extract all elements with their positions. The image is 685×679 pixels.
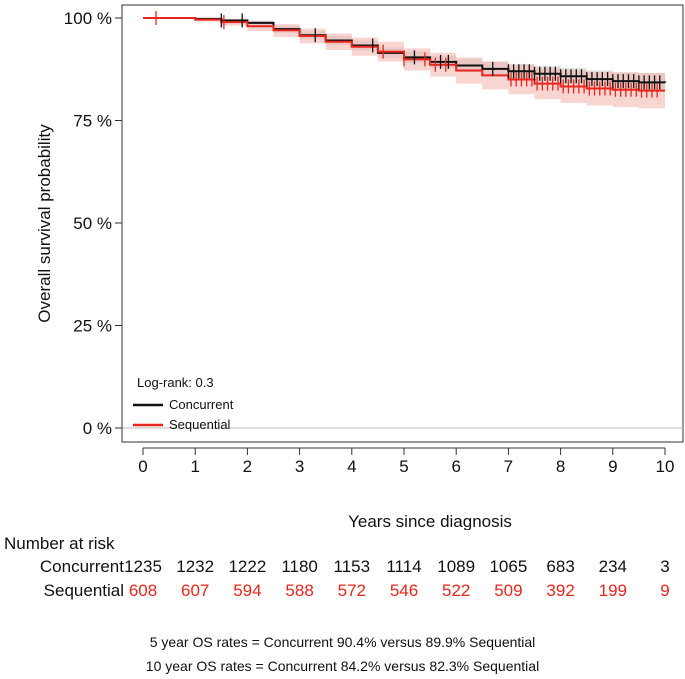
x-tick-label: 0 [138,457,147,476]
legend: Concurrent Sequential [133,397,234,432]
risk-value-sequential: 546 [389,581,419,600]
y-tick-label: 50 % [73,214,112,233]
x-tick-label: 8 [556,457,565,476]
risk-value-sequential: 607 [181,581,210,600]
risk-table-title: Number at risk [4,534,115,553]
risk-value-sequential: 9 [660,581,670,600]
x-tick-label: 3 [295,457,304,476]
x-tick-label: 5 [399,457,408,476]
risk-value-concurrent: 1180 [281,557,318,576]
risk-value-concurrent: 1153 [333,557,371,576]
risk-value-concurrent: 683 [546,557,575,576]
risk-value-sequential: 509 [494,581,523,600]
x-tick-label: 6 [451,457,460,476]
risk-value-sequential: 594 [233,581,262,600]
risk-row-label-concurrent: Concurrent [39,557,124,576]
risk-value-sequential: 522 [442,581,471,600]
risk-value-concurrent: 3 [660,557,670,576]
legend-label-sequential: Sequential [169,417,231,432]
risk-value-concurrent: 234 [598,557,627,576]
logrank-annotation: Log-rank: 0.3 [137,375,214,390]
risk-value-concurrent: 1065 [489,557,528,576]
risk-value-sequential: 608 [128,581,158,600]
risk-value-concurrent: 1222 [228,557,267,576]
risk-value-concurrent: 1232 [176,557,215,576]
y-axis-label: Overall survival probability [35,124,54,323]
risk-value-sequential: 392 [546,581,575,600]
x-axis-label: Years since diagnosis [348,512,512,530]
x-axis: 0 1 2 3 4 5 6 7 8 9 10 [138,447,675,476]
y-tick-label: 0 % [83,419,112,438]
y-tick-label: 75 % [73,112,112,131]
risk-value-concurrent: 1089 [437,557,476,576]
risk-row-label-sequential: Sequential [43,581,124,600]
risk-value-concurrent: 1235 [124,557,162,576]
x-tick-label: 4 [347,457,356,476]
y-tick-label: 100 % [64,9,112,28]
x-tick-label: 1 [190,457,199,476]
survival-chart: 0 % 25 % 50 % 75 % 100 % 0 1 2 3 4 5 6 7 8 9 10 Overal… [35,4,684,530]
legend-label-concurrent: Concurrent [169,397,234,412]
x-tick-label: 2 [243,457,252,476]
censor-marks [155,11,661,98]
y-axis: 0 % 25 % 50 % 75 % 100 % [64,5,123,442]
risk-value-sequential: 588 [285,581,314,600]
risk-value-concurrent: 1114 [386,557,422,576]
x-tick-label: 7 [504,457,513,476]
risk-value-sequential: 572 [337,581,366,600]
x-tick-label: 9 [608,457,617,476]
x-tick-label: 10 [656,457,675,476]
os-rate-10-year: 10 year OS rates = Concurrent 84.2% vers… [145,658,540,674]
y-tick-label: 25 % [73,317,112,336]
os-rate-5-year: 5 year OS rates = Concurrent 90.4% versu… [149,634,536,650]
risk-value-sequential: 199 [598,581,627,600]
